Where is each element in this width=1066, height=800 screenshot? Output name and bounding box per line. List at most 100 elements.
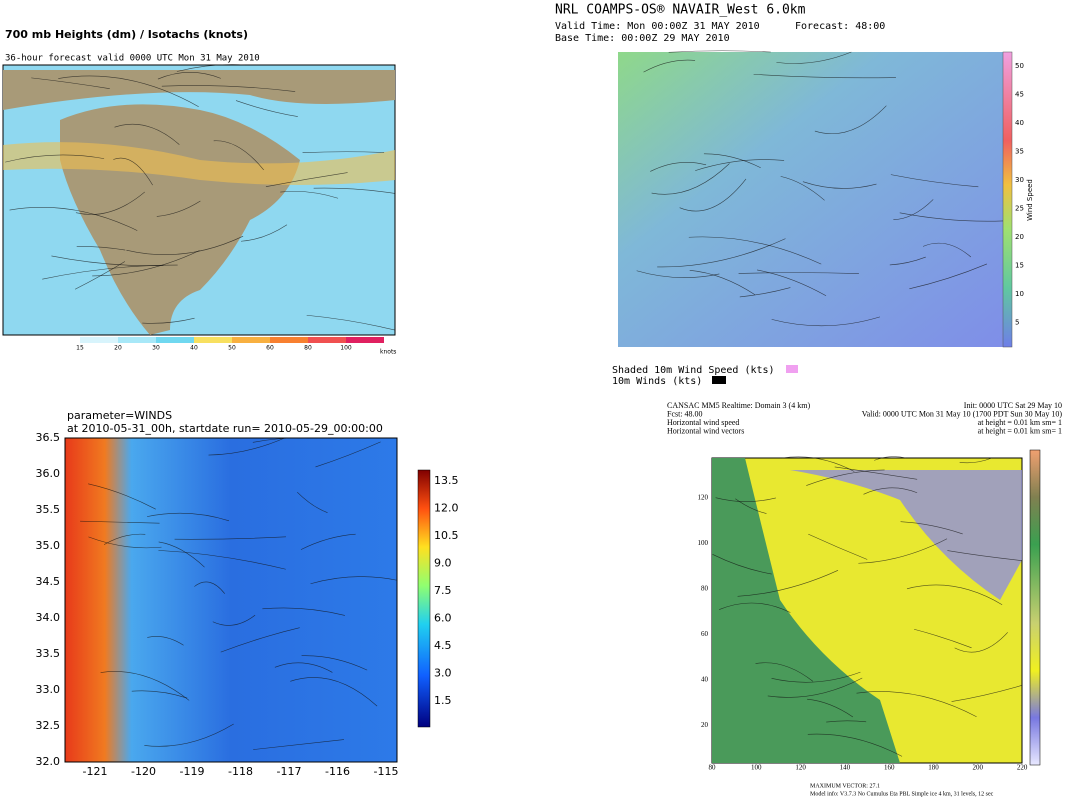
streamline — [301, 655, 368, 671]
header-line: at height = 0.01 km sm= 1 — [978, 418, 1062, 427]
colorbar-segment — [346, 337, 384, 343]
colorbar-label: 60 — [266, 345, 274, 352]
valid-time: Valid Time: Mon 00:00Z 31 MAY 2010 — [555, 21, 760, 32]
streamline — [737, 570, 839, 597]
streamline — [213, 140, 264, 171]
y-tick-label: 34.5 — [36, 575, 61, 588]
streamline — [174, 536, 286, 540]
streamline — [735, 498, 767, 514]
base-time: Base Time: 00:00Z 29 MAY 2010 — [555, 33, 730, 44]
colorbar-segment — [270, 337, 308, 343]
streamline — [782, 456, 855, 472]
streamline — [756, 269, 827, 297]
streamline — [890, 174, 979, 188]
streamline — [807, 733, 903, 757]
panel-4: CANSAC MM5 Realtime: Domain 3 (4 km)Fcst… — [667, 401, 1062, 798]
streamline — [893, 199, 934, 220]
colorbar-label: 20 — [1015, 233, 1024, 241]
y-tick-label: 34.0 — [36, 611, 61, 624]
x-tick-label: -119 — [180, 765, 205, 778]
colorbar-label: 30 — [1015, 176, 1024, 184]
y-tick-label: 20 — [701, 721, 709, 729]
streamline — [951, 685, 1023, 702]
x-tick-label: -115 — [374, 765, 399, 778]
colorbar-label: 80 — [304, 345, 312, 352]
streamline — [802, 181, 877, 189]
header-line: Init: 0000 UTC Sat 29 May 10 — [964, 401, 1062, 410]
colorbar-label: 15 — [76, 345, 84, 352]
x-tick-label: -121 — [83, 765, 108, 778]
colorbar-label: 4.5 — [434, 639, 452, 652]
streamline — [874, 456, 907, 461]
streamline — [147, 636, 184, 646]
streamline — [265, 172, 348, 187]
streamline — [9, 207, 138, 231]
colorbar-label: 50 — [228, 345, 236, 352]
legend-entry: Shaded 10m Wind Speed (kts) — [612, 365, 775, 376]
x-tick-label: 120 — [795, 764, 806, 772]
colorbar-label: 3.0 — [434, 667, 452, 680]
streamline — [738, 272, 859, 274]
streamline — [767, 677, 863, 698]
colorbar-segment — [80, 337, 118, 343]
streamline — [144, 723, 234, 747]
streamline — [771, 671, 861, 683]
streamline — [914, 628, 972, 649]
streamline — [776, 51, 852, 64]
streamline — [158, 550, 286, 570]
legend-swatch — [712, 376, 726, 384]
streamline — [31, 77, 110, 90]
streamline — [220, 627, 300, 653]
colorbar-unit: knots — [380, 349, 396, 356]
streamline — [650, 161, 707, 172]
panel-3: parameter=WINDS at 2010-05-31_00h, start… — [36, 409, 459, 778]
streamline — [909, 263, 988, 290]
x-tick-label: -117 — [277, 765, 302, 778]
streamline — [689, 269, 756, 295]
colorbar-label: 30 — [152, 345, 160, 352]
streamline — [703, 153, 761, 168]
colorbar-label: 100 — [340, 345, 352, 352]
streamline — [76, 246, 126, 251]
forecast: Forecast: 48:00 — [795, 21, 885, 32]
map — [64, 437, 398, 763]
colorbar-label: 10 — [1015, 290, 1024, 298]
streamline — [300, 533, 356, 550]
y-tick-label: 35.5 — [36, 503, 61, 516]
shading — [790, 470, 1022, 600]
streamline — [306, 314, 396, 331]
streamline — [212, 614, 256, 626]
streamline — [712, 554, 772, 575]
header-line: Fcst: 48.00 — [667, 409, 703, 418]
streamline — [100, 671, 190, 701]
streamline — [679, 178, 747, 212]
y-tick-label: 60 — [701, 630, 709, 638]
header-line: Horizontal wind vectors — [667, 426, 744, 435]
streamline — [753, 73, 896, 79]
streamline — [922, 242, 972, 258]
streamline — [814, 105, 887, 134]
header-line: Valid: 0000 UTC Mon 31 May 10 (1700 PDT … — [862, 409, 1063, 418]
panel-title: 700 mb Heights (dm) / Isotachs (knots) — [5, 28, 248, 41]
colorbar-title: Wind Speed — [1026, 179, 1034, 221]
x-tick-label: 140 — [840, 764, 851, 772]
colorbar-segment — [194, 337, 232, 343]
streamline — [74, 261, 126, 290]
streamline — [176, 64, 245, 72]
y-tick-label: 32.5 — [36, 719, 61, 732]
x-tick-label: -118 — [228, 765, 253, 778]
panel-title: parameter=WINDS — [67, 409, 172, 422]
panel-subtitle: 36-hour forecast valid 0000 UTC Mon 31 M… — [5, 54, 260, 64]
colorbar: 15 20 30 40 50 60 80 100 — [76, 337, 384, 352]
y-tick-label: 100 — [698, 539, 709, 547]
streamline — [58, 75, 199, 107]
streamline — [947, 550, 1023, 561]
streamline — [92, 250, 200, 277]
streamline — [858, 538, 948, 564]
streamline — [156, 200, 201, 217]
panel-2: NRL COAMPS-OS® NAVAIR_West 6.0km Valid T… — [555, 3, 1034, 388]
ocean-shading — [712, 458, 900, 763]
streamline — [113, 157, 153, 186]
streamline — [906, 584, 1003, 605]
streamline — [899, 212, 1004, 222]
